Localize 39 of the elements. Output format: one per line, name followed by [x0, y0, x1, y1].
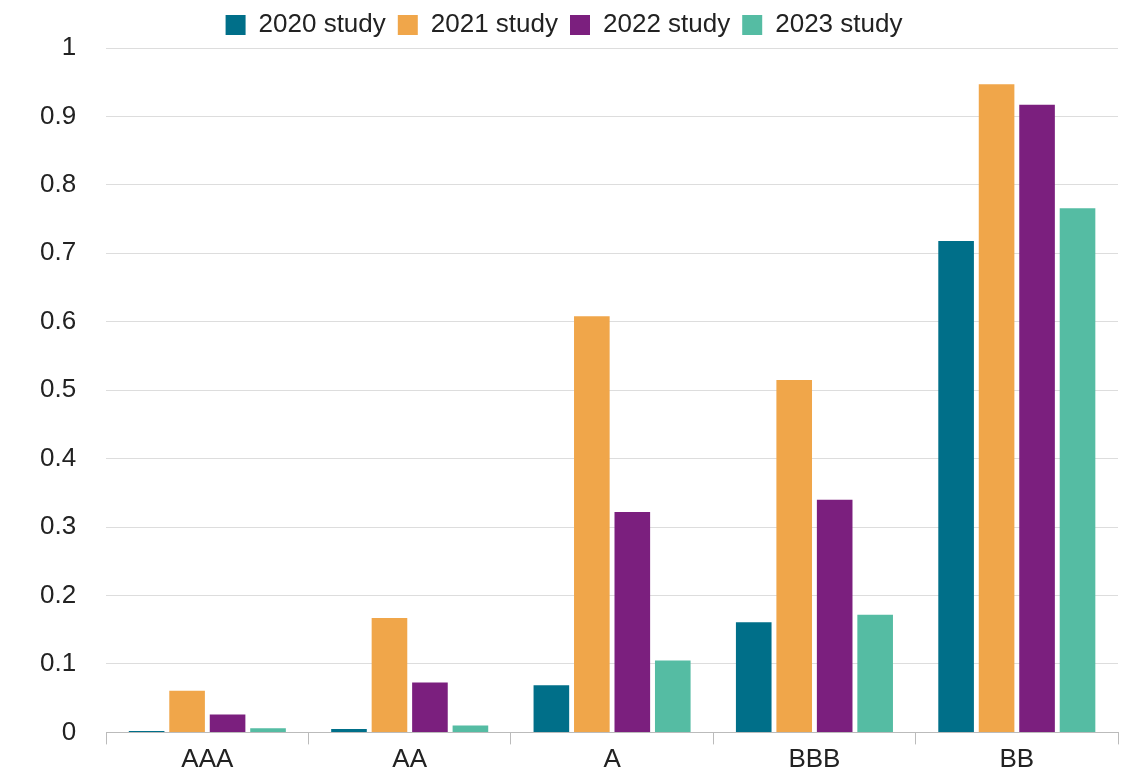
bar	[938, 241, 974, 732]
bar	[533, 685, 570, 732]
x-tick-label: BB	[999, 743, 1035, 774]
bar	[857, 614, 893, 732]
bar	[412, 682, 448, 732]
bar	[816, 499, 853, 732]
y-tick-label: 0.8	[39, 168, 77, 199]
bar	[452, 725, 489, 732]
legend-label: 2023 study	[775, 8, 903, 39]
x-tick-label: BBB	[788, 743, 841, 774]
bar	[209, 714, 246, 732]
bar	[776, 379, 813, 732]
legend-label: 2021 study	[430, 8, 559, 39]
bar	[331, 728, 367, 732]
bar	[614, 512, 651, 732]
y-tick-label: 0.1	[39, 647, 77, 678]
legend-label: 2022 study	[603, 8, 731, 39]
y-tick-label: 0	[61, 715, 77, 746]
y-tick-label: 0.3	[39, 510, 77, 541]
y-tick-label: 1	[61, 31, 77, 62]
y-tick-label: 0.2	[39, 578, 77, 609]
bar	[1059, 208, 1096, 732]
x-tick-label: AAA	[181, 743, 234, 774]
y-tick-label: 0.6	[39, 304, 77, 335]
bar	[169, 690, 205, 732]
x-tick-label: A	[603, 743, 622, 774]
bar	[1019, 104, 1055, 732]
legend-label: 2020 study	[258, 8, 386, 39]
y-tick-label: 0.4	[39, 441, 77, 472]
y-tick-label: 0.7	[39, 236, 77, 267]
x-tick-label: AA	[392, 743, 428, 774]
bar	[978, 84, 1015, 732]
y-tick-label: 0.9	[39, 99, 77, 130]
y-tick-label: 0.5	[39, 373, 77, 404]
bar	[574, 316, 610, 732]
bar	[250, 728, 286, 732]
bar	[654, 660, 691, 732]
bar	[371, 618, 408, 732]
bar	[735, 622, 772, 732]
